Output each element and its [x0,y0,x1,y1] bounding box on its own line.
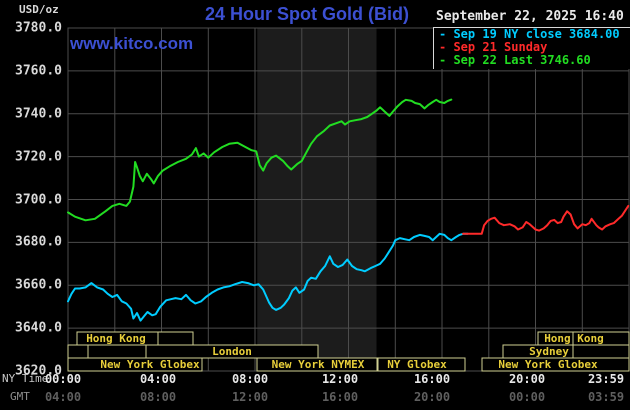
y-tick-label: 3760.0 [15,63,62,79]
session-box [481,357,630,372]
legend-item-label: Sep 21 Sunday [453,40,548,54]
session-label: Hong Kong [544,332,604,345]
chart-timestamp: September 22, 2025 16:40 [436,9,624,24]
gmt-time-tick-label: 03:59 [587,390,625,404]
y-tick-label: 3780.0 [15,20,62,36]
session-box [67,357,203,372]
y-axis-unit-label: USD/oz [19,3,59,16]
series-line-sep19-friday [67,232,469,322]
legend-item: - Sep 22 Last 3746.60 [434,54,630,67]
kitco-watermark: www.kitco.com [70,34,194,53]
y-tick-label: 3680.0 [15,234,62,250]
series-line-sep21-sunday [462,204,630,235]
ny-time-tick-label: 08:00 [231,372,269,386]
y-tick-label: 3660.0 [15,277,62,293]
session-label: London [212,345,252,358]
session-label: Sydney [529,345,569,358]
session-label: New York Globex [100,358,200,371]
legend-item-label: Sep 22 Last 3746.60 [453,53,591,67]
session-label: New York NYMEX [272,358,365,371]
legend-dash-marker: - [439,27,454,41]
legend: - Sep 19 NY close 3684.00- Sep 21 Sunday… [433,27,630,69]
y-tick-label: 3620.0 [15,363,62,379]
gmt-time-tick-label: 12:00 [231,390,269,404]
gmt-time-tick-label: 08:00 [139,390,177,404]
x-axis-gmt-label: GMT [10,390,30,403]
session-box [67,344,89,359]
y-tick-label: 3740.0 [15,106,62,122]
y-tick-label: 3700.0 [15,192,62,207]
x-axis-ny-time-label: NY Time [2,372,49,385]
gmt-time-tick-label: 20:00 [413,390,451,404]
gmt-time-tick-label: 04:00 [44,390,82,404]
legend-item-label: Sep 19 NY close 3684.00 [453,27,620,41]
session-box [145,344,319,359]
chart-title: 24 Hour Spot Gold (Bid) [205,4,409,24]
legend-dash-marker: - [439,40,454,54]
session-label: NY Globex [387,358,447,371]
series-line-sep22-today [67,98,453,222]
ny-time-tick-label: 23:59 [587,372,625,386]
session-label: New York Globex [498,358,598,371]
ny-time-tick-label: 04:00 [139,372,177,386]
legend-item: - Sep 19 NY close 3684.00 [434,28,630,41]
legend-dash-marker: - [439,53,454,67]
y-tick-label: 3640.0 [15,320,62,336]
ny-time-tick-label: 00:00 [44,372,82,386]
ny-time-tick-label: 16:00 [413,372,451,386]
y-tick-label: 3720.0 [15,149,62,165]
session-box [377,357,466,372]
gmt-time-tick-label: 00:00 [508,390,546,404]
session-box [256,357,378,372]
ny-time-tick-label: 20:00 [508,372,546,386]
ny-time-tick-label: 12:00 [321,372,359,386]
session-label: Hong Kong [86,332,146,345]
legend-item: - Sep 21 Sunday [434,41,630,54]
gmt-time-tick-label: 16:00 [321,390,359,404]
session-box [87,344,147,359]
